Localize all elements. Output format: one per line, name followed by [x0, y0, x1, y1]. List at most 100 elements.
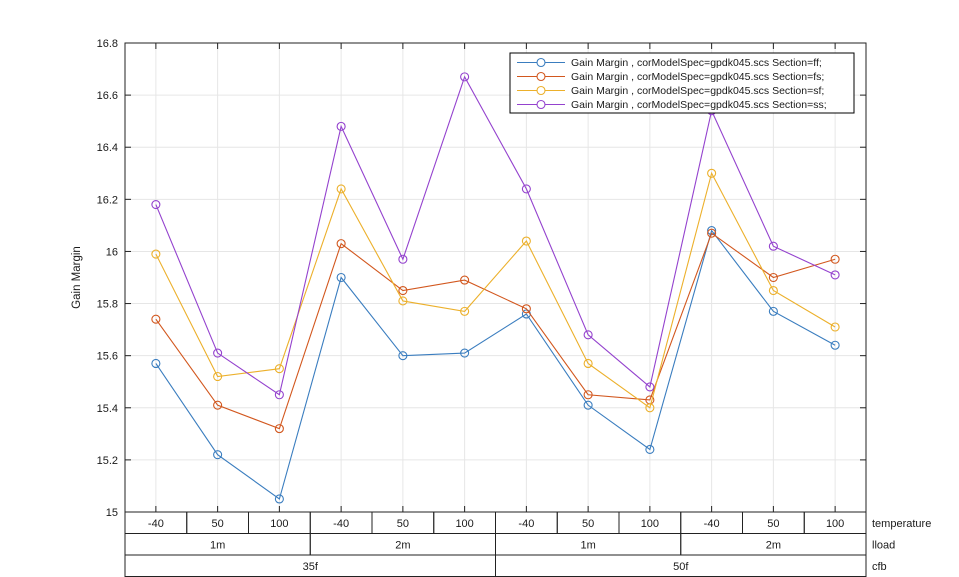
y-tick-label: 16.8	[97, 38, 118, 50]
data-point	[583, 390, 593, 400]
tier-cell-label: 1m	[580, 539, 595, 551]
data-point	[398, 296, 408, 306]
data-point	[707, 228, 717, 238]
legend-label: Gain Margin , corModelSpec=gpdk045.scs S…	[571, 85, 824, 97]
series-line	[155, 229, 836, 500]
data-point	[460, 348, 470, 358]
data-point	[398, 254, 408, 264]
tier-cell-label: -40	[704, 518, 720, 530]
data-point	[768, 306, 778, 316]
y-tick-label: 16.4	[97, 142, 118, 154]
legend-entry: Gain Margin , corModelSpec=gpdk045.scs S…	[517, 99, 827, 111]
legend-marker-icon	[536, 57, 546, 68]
data-point	[151, 314, 161, 324]
tier-cell-label: 50	[212, 518, 224, 530]
data-point	[460, 275, 470, 285]
legend-marker-icon	[536, 99, 546, 110]
y-tick-label: 15.4	[97, 403, 118, 415]
x-tier-lload: 1m 2m 1m 2m lload	[124, 533, 895, 556]
tier-name-label: temperature	[872, 518, 931, 530]
series-line	[155, 232, 836, 430]
data-point	[336, 272, 346, 283]
legend-marker-icon	[536, 71, 546, 82]
tier-cell-label: -40	[518, 518, 534, 530]
axis-ticks	[125, 42, 866, 513]
data-point	[707, 168, 717, 178]
tier-cell-label: 100	[270, 518, 288, 530]
tier-cell-label: 1m	[210, 539, 225, 551]
data-point	[583, 400, 593, 410]
series-4	[151, 72, 840, 400]
data-point	[274, 364, 284, 374]
data-point	[645, 403, 655, 413]
tier-cell-label: 2m	[766, 539, 781, 551]
legend-box	[509, 52, 855, 114]
legend-marker-icon	[536, 85, 546, 96]
data-point	[274, 390, 284, 400]
y-tick-label: 15.8	[97, 299, 118, 311]
data-point	[645, 444, 655, 455]
y-tick-label: 16.6	[97, 90, 118, 102]
x-tier-cfb: 35f 50f cfb	[124, 554, 887, 577]
series-3	[151, 168, 840, 413]
data-point	[213, 450, 223, 460]
data-point	[213, 371, 223, 382]
tier-cell-label: 2m	[395, 539, 410, 551]
legend: Gain Margin , corModelSpec=gpdk045.scs S…	[509, 52, 855, 114]
tier-cell-label: -40	[333, 518, 349, 530]
y-tick-label: 15.6	[97, 351, 118, 363]
data-point	[830, 270, 840, 280]
tier-cell-label: 35f	[303, 561, 319, 573]
tier-name-label: lload	[872, 539, 895, 551]
data-point	[398, 285, 408, 296]
data-point	[768, 272, 778, 283]
data-point	[460, 306, 470, 316]
data-point	[151, 358, 161, 369]
x-tier-temperature: -40 50 100 -40 50 100 -40 50 100 -40 50 100 temperat…	[124, 511, 931, 534]
data-point	[151, 199, 161, 210]
series-line	[155, 171, 836, 409]
data-point	[274, 494, 284, 504]
data-point	[213, 400, 223, 410]
legend-entry: Gain Margin , corModelSpec=gpdk045.scs S…	[517, 57, 822, 69]
tier-cell-label: 50	[767, 518, 779, 530]
tier-cell-label: 100	[455, 518, 473, 530]
data-point	[521, 236, 531, 246]
legend-label: Gain Margin , corModelSpec=gpdk045.scs S…	[571, 57, 822, 69]
data-point	[521, 304, 531, 314]
y-tick-label: 15	[106, 507, 118, 519]
tier-cell-label: 100	[826, 518, 844, 530]
series-2	[151, 228, 840, 434]
tier-cell-label: 50	[582, 518, 594, 530]
series-1	[151, 226, 840, 504]
legend-label: Gain Margin , corModelSpec=gpdk045.scs S…	[571, 71, 824, 83]
data-point	[583, 358, 593, 369]
y-tick-label: 16	[106, 246, 118, 258]
data-point	[274, 424, 284, 434]
y-tick-label: 15.2	[97, 455, 118, 467]
data-point	[213, 348, 223, 358]
data-point	[830, 322, 840, 332]
data-point	[768, 241, 778, 251]
series-line	[155, 75, 836, 396]
data-point	[460, 72, 470, 82]
tier-cell-label: -40	[148, 518, 164, 530]
data-point	[151, 249, 161, 259]
data-point	[830, 254, 840, 264]
data-point	[336, 121, 346, 131]
tier-cell-label: 50f	[673, 561, 689, 573]
data-point	[398, 351, 408, 361]
legend-entry: Gain Margin , corModelSpec=gpdk045.scs S…	[517, 85, 824, 97]
tier-cell-label: 100	[641, 518, 659, 530]
tier-cell-label: 50	[397, 518, 409, 530]
legend-entry: Gain Margin , corModelSpec=gpdk045.scs S…	[517, 71, 824, 83]
tier-name-label: cfb	[872, 561, 887, 573]
y-tick-label: 16.2	[97, 194, 118, 206]
data-point	[336, 184, 346, 194]
legend-label: Gain Margin , corModelSpec=gpdk045.scs S…	[571, 99, 827, 111]
data-point	[645, 382, 655, 392]
data-point	[521, 184, 531, 194]
data-point	[830, 340, 840, 350]
